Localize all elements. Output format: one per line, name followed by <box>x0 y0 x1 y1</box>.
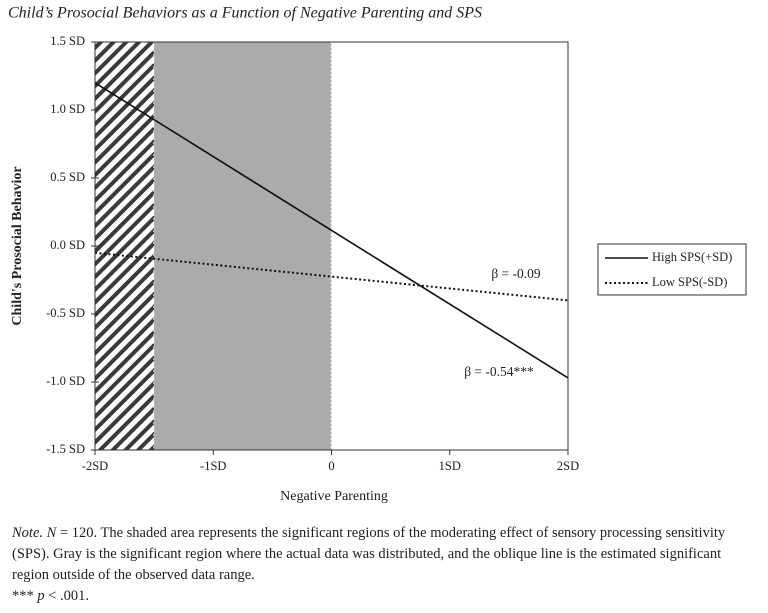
y-tick-label: 0.0 SD <box>50 238 85 252</box>
annotation: β = -0.54*** <box>464 364 534 379</box>
x-axis-label: Negative Parenting <box>280 489 388 504</box>
y-axis-label: Child's Prosocial Behavior <box>10 166 25 325</box>
legend-box <box>597 243 747 296</box>
y-tick-label: -1.0 SD <box>46 374 85 388</box>
x-tick-label: -2SD <box>82 459 108 473</box>
note-label: Note. <box>12 525 44 541</box>
x-tick-label: 1SD <box>439 459 461 473</box>
annotation: β = -0.09 <box>491 266 541 281</box>
y-tick-label: 0.5 SD <box>50 170 85 184</box>
legend-label: Low SPS(-SD) <box>652 275 727 289</box>
x-tick-label: 2SD <box>557 459 579 473</box>
note-p-text: < .001. <box>44 588 90 604</box>
note-p: p <box>37 588 45 604</box>
note-n: N <box>46 525 57 541</box>
regions <box>95 42 333 450</box>
y-tick-label: -1.5 SD <box>46 442 85 456</box>
note-text: = 120. The shaded area represents the si… <box>12 525 729 583</box>
chart: Child’s Prosocial Behaviors as a Functio… <box>8 5 747 504</box>
y-tick-label: 1.5 SD <box>50 34 85 48</box>
lines <box>94 82 569 379</box>
x-tick-label: -1SD <box>200 459 226 473</box>
note-stars: *** <box>12 588 38 604</box>
series-line <box>94 82 569 379</box>
y-tick-label: -0.5 SD <box>46 306 85 320</box>
legend-label: High SPS(+SD) <box>652 250 732 264</box>
note: Note. N = 120. The shaded area represent… <box>12 523 756 607</box>
x-tick-label: 0 <box>328 459 334 473</box>
shaded-region <box>95 42 155 450</box>
series-line <box>94 251 569 302</box>
chart-title: Child’s Prosocial Behaviors as a Functio… <box>8 5 482 22</box>
shaded-region <box>154 42 332 450</box>
legend: High SPS(+SD) Low SPS(-SD) <box>605 250 732 289</box>
y-tick-label: 1.0 SD <box>50 102 85 116</box>
